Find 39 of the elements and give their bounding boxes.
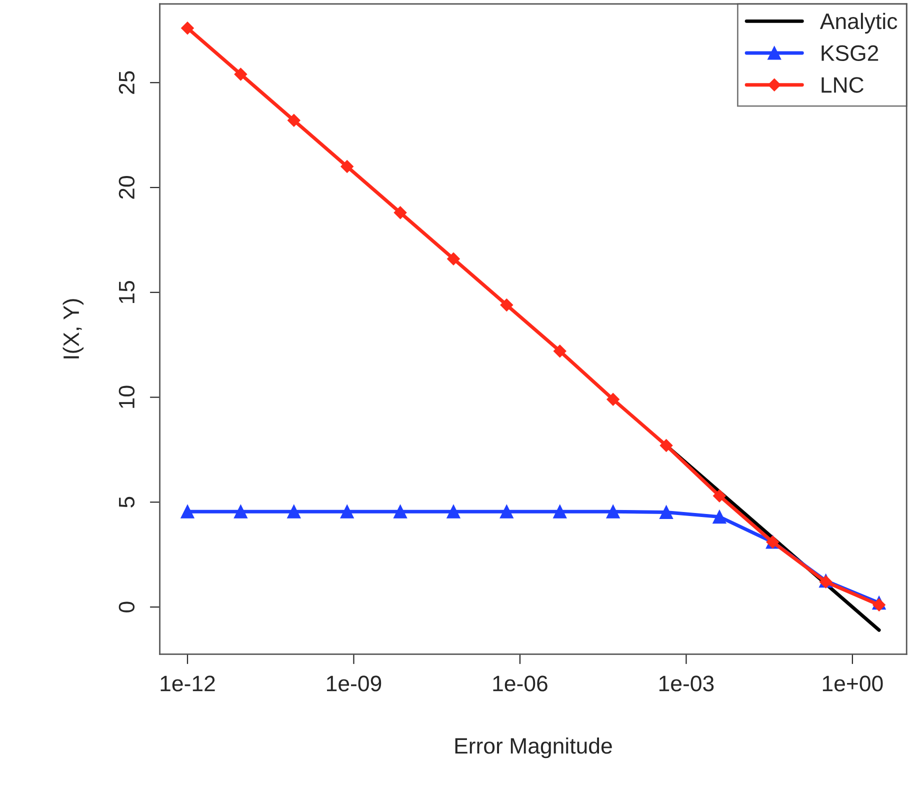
x-tick-label: 1e-12 [160, 676, 215, 692]
point [606, 504, 620, 518]
legend-label: LNC [822, 77, 864, 93]
point [660, 439, 673, 452]
point [287, 504, 301, 518]
point [553, 344, 566, 358]
x-tick-label: 1e-03 [659, 676, 714, 692]
y-tick-label: 15 [119, 280, 135, 304]
point [500, 504, 514, 518]
y-tick-label: 10 [118, 386, 135, 408]
point [234, 68, 248, 81]
point [394, 504, 408, 518]
y-tick-label: 0 [118, 602, 135, 612]
point [181, 22, 194, 34]
point [340, 160, 354, 173]
point [712, 510, 726, 524]
y-axis-title: I(X, Y) [62, 299, 84, 358]
point [606, 392, 620, 406]
x-tick-label: 1e-06 [493, 676, 548, 692]
legend-label: Analytic [820, 12, 898, 34]
x-tick-label: 1e-09 [327, 676, 382, 692]
point [287, 114, 300, 127]
y-tick-label: 5 [119, 496, 135, 508]
point [234, 504, 248, 518]
point [394, 206, 407, 220]
x-axis-title: Error Magnitude [455, 737, 612, 758]
point [713, 489, 726, 502]
y-tick-label: 20 [118, 176, 135, 199]
legend-label: KSG2 [822, 45, 878, 62]
point [446, 504, 460, 518]
point [340, 504, 354, 518]
point [660, 505, 674, 519]
point [553, 504, 567, 518]
x-tick-label: 1e+00 [822, 676, 883, 692]
point [180, 504, 194, 518]
y-tick-label: 25 [118, 71, 135, 94]
point [872, 598, 886, 612]
point [500, 298, 514, 312]
point [447, 252, 460, 266]
